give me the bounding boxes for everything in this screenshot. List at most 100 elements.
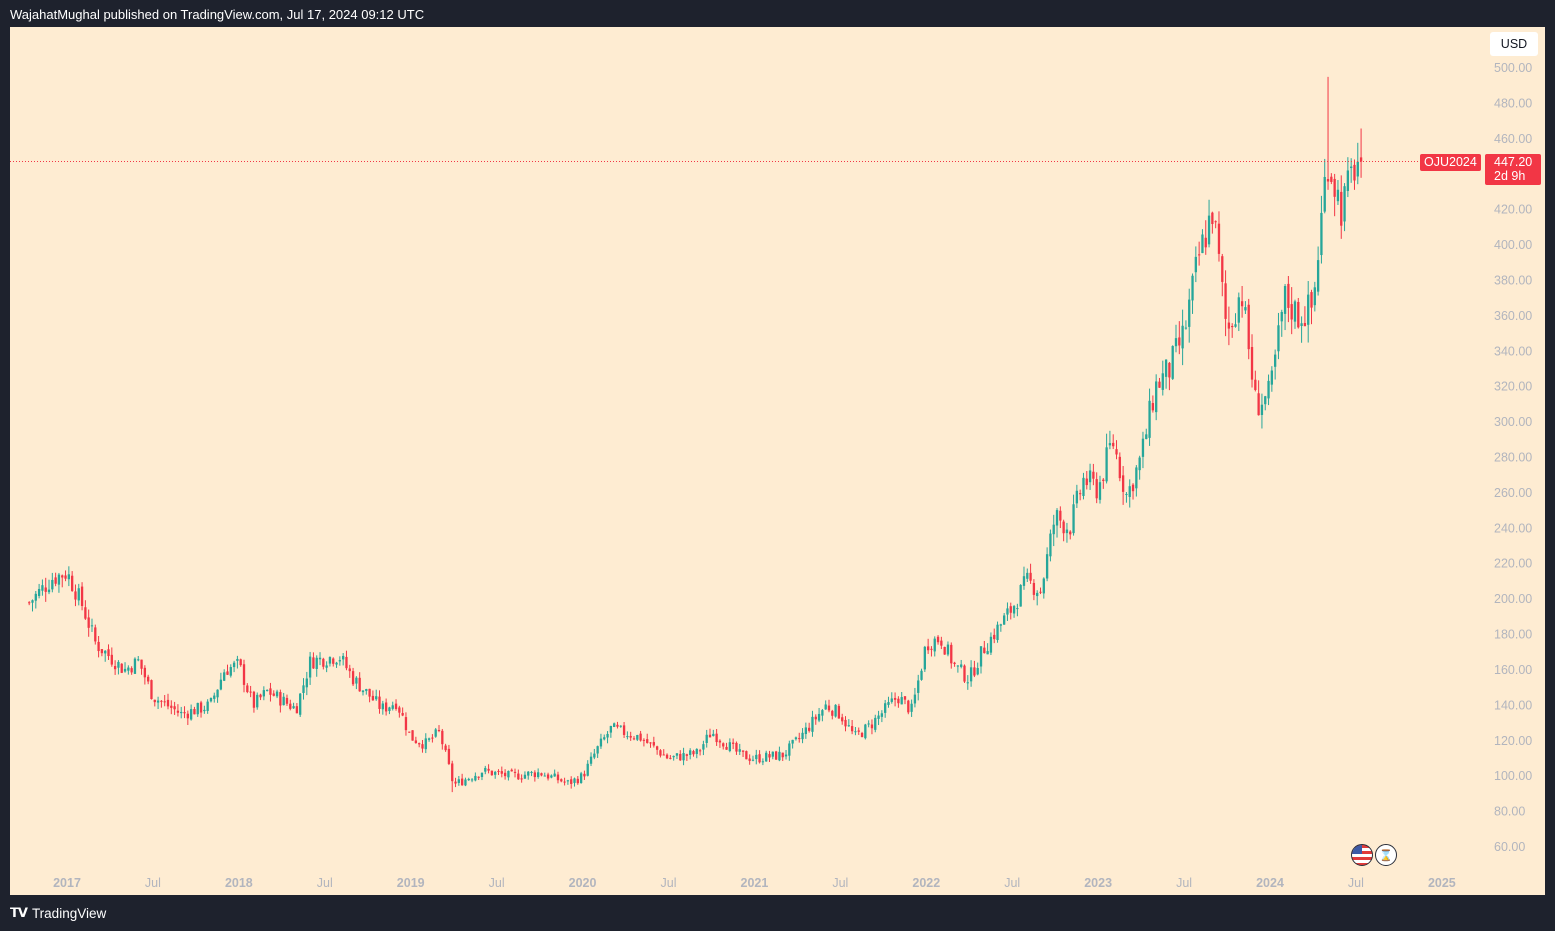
candle-body	[844, 719, 847, 727]
candle-body	[999, 624, 1003, 626]
candle-body	[388, 707, 391, 711]
candlestick-chart[interactable]: 60.00 80.00 100.00 120.00 140.00 160.00 180.00…	[10, 27, 1545, 895]
us-flag-icon[interactable]	[1351, 844, 1373, 866]
candle-body	[920, 670, 923, 680]
candle-body	[90, 625, 94, 627]
x-tick-label: Jul	[1348, 876, 1364, 890]
candle-body	[814, 716, 817, 720]
candle-body	[662, 754, 665, 756]
x-tick-label: Jul	[1176, 876, 1192, 890]
candle-body	[527, 771, 530, 776]
candle-body	[672, 755, 675, 758]
candle-body	[560, 779, 563, 782]
tradingview-footer[interactable]: 𝗧𝗩 TradingView	[10, 905, 106, 921]
candle-body	[150, 680, 153, 700]
candle-body	[477, 776, 480, 778]
candle-body	[1359, 157, 1363, 162]
candle-body	[137, 659, 140, 661]
candle-body	[1112, 442, 1115, 447]
candle-body	[669, 757, 672, 759]
candle-body	[1270, 370, 1274, 385]
candle-body	[1062, 521, 1065, 534]
candle-body	[1184, 327, 1188, 329]
candle-body	[275, 691, 279, 697]
candle-body	[579, 773, 583, 784]
candle-body	[282, 696, 285, 706]
candle-body	[1254, 379, 1257, 390]
candle-body	[229, 667, 232, 676]
x-tick-label: 2018	[225, 876, 253, 890]
candle-body	[348, 668, 351, 672]
candle-body	[431, 737, 434, 739]
candle-body	[748, 758, 751, 761]
candle-body	[1158, 381, 1161, 388]
candle-body	[1277, 325, 1280, 352]
hourglass-icon[interactable]: ⌛	[1375, 844, 1397, 866]
tradingview-logo-icon: 𝗧𝗩	[10, 905, 28, 920]
candle-body	[926, 646, 930, 651]
candle-body	[622, 725, 626, 735]
candle-body	[1042, 578, 1045, 594]
candle-body	[279, 692, 282, 706]
candle-body	[556, 774, 560, 781]
candle-body	[47, 589, 51, 593]
candle-body	[1039, 591, 1042, 593]
candle-body	[956, 665, 960, 667]
candle-body	[768, 754, 771, 758]
candle-body	[953, 662, 956, 665]
candle-body	[80, 586, 84, 607]
candle-body	[1313, 287, 1316, 306]
x-tick-label: Jul	[489, 876, 505, 890]
candle-body	[1181, 325, 1184, 349]
candle-body	[1079, 493, 1082, 495]
candle-body	[636, 734, 639, 740]
candle-body	[1036, 592, 1039, 597]
candle-body	[64, 575, 67, 579]
candle-body	[745, 751, 748, 760]
candle-body	[1178, 337, 1181, 346]
candle-body	[500, 771, 503, 774]
candle-body	[712, 733, 715, 737]
candle-body	[811, 716, 814, 732]
candle-body	[553, 773, 556, 777]
candle-body	[1194, 256, 1197, 273]
candle-body	[487, 768, 490, 771]
candle-body	[593, 753, 596, 758]
candle-body	[239, 659, 242, 666]
candle-body	[484, 767, 487, 772]
candle-body	[725, 746, 728, 750]
candle-body	[837, 705, 841, 719]
candle-body	[632, 738, 636, 740]
chart-area[interactable]: 60.00 80.00 100.00 120.00 140.00 160.00 180.00…	[10, 27, 1545, 895]
candle-body	[781, 752, 784, 758]
y-tick-label: 460.00	[1494, 132, 1532, 146]
candle-body	[933, 638, 936, 652]
candle-body	[679, 753, 682, 761]
candle-body	[646, 739, 649, 743]
candle-body	[130, 668, 133, 673]
candle-body	[993, 634, 996, 640]
publisher-header: WajahatMughal published on TradingView.c…	[10, 7, 425, 22]
candle-body	[741, 750, 745, 752]
candle-body	[209, 697, 213, 702]
candle-body	[1138, 457, 1141, 471]
candle-body	[1320, 212, 1323, 256]
y-tick-label: 120.00	[1494, 734, 1532, 748]
y-tick-label: 180.00	[1494, 628, 1532, 642]
y-tick-label: 340.00	[1494, 344, 1532, 358]
y-tick-label: 280.00	[1494, 451, 1532, 465]
candle-body	[738, 749, 741, 752]
y-tick-label: 380.00	[1494, 273, 1532, 287]
candle-body	[358, 677, 361, 692]
candle-body	[1297, 301, 1300, 328]
candle-body	[1029, 572, 1032, 581]
footer-brand: TradingView	[31, 905, 107, 921]
currency-button[interactable]: USD	[1490, 32, 1538, 56]
candle-body	[1300, 323, 1303, 326]
candle-body	[451, 763, 454, 782]
candle-body	[540, 773, 543, 776]
candle-body	[771, 751, 774, 757]
candle-body	[381, 703, 384, 710]
candle-body	[1102, 479, 1105, 481]
candle-body	[1118, 456, 1121, 479]
